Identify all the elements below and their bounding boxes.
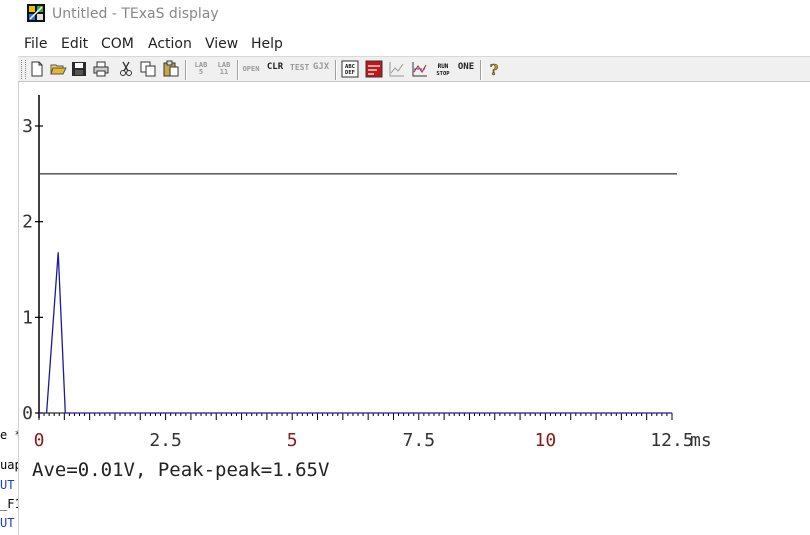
left-pane-text: uap bbox=[0, 458, 18, 472]
menu-help[interactable]: Help bbox=[251, 36, 283, 52]
x-tick-label: 12.5 bbox=[650, 430, 693, 451]
paste-icon[interactable] bbox=[162, 60, 180, 78]
toolbar-separator bbox=[237, 60, 239, 80]
y-tick-label: 1 bbox=[22, 307, 33, 328]
y-tick-label: 3 bbox=[22, 116, 33, 137]
y-tick-label: 0 bbox=[22, 403, 33, 424]
x-tick-label: 5 bbox=[287, 430, 298, 451]
copy-icon[interactable] bbox=[139, 60, 157, 78]
y-tick-label: 2 bbox=[22, 212, 33, 233]
open-icon[interactable] bbox=[49, 60, 67, 78]
x-tick-label: 7.5 bbox=[403, 430, 436, 451]
lab11-icon[interactable]: LAB 11 bbox=[217, 61, 231, 76]
menu-edit[interactable]: Edit bbox=[61, 36, 89, 52]
toolbar-grip[interactable] bbox=[21, 60, 26, 79]
svg-text:STOP: STOP bbox=[436, 71, 450, 77]
graph-icon[interactable] bbox=[411, 60, 429, 78]
help-icon[interactable]: ? bbox=[485, 60, 503, 78]
toolbar-separator bbox=[480, 60, 482, 80]
clr-icon[interactable]: CLR bbox=[266, 62, 284, 72]
left-pane-text: _F1 bbox=[0, 497, 18, 511]
x-tick-label: 2.5 bbox=[149, 430, 182, 451]
toolbar: LAB 5 LAB 11 OPEN CLR TEST GJX ABC DEF RUN… bbox=[18, 56, 810, 82]
left-side-pane: e * uap UT _F1 UT bbox=[0, 82, 19, 535]
left-pane-text: UT bbox=[0, 478, 15, 492]
x-tick-label: 0 bbox=[34, 430, 45, 451]
print-icon[interactable] bbox=[92, 60, 110, 78]
x-tick-label: 10 bbox=[535, 430, 557, 451]
menu-action[interactable]: Action bbox=[148, 36, 192, 52]
menu-bar: File Edit COM Action View Help bbox=[18, 33, 810, 55]
left-pane-text: UT bbox=[0, 516, 15, 530]
oscilloscope-plot: 0 2.5 5 7.5 10 12.5ms 0 1 2 3 bbox=[22, 95, 712, 451]
new-icon[interactable] bbox=[28, 60, 46, 78]
menu-view[interactable]: View bbox=[205, 36, 239, 52]
signal-trace bbox=[39, 252, 672, 414]
gjx-icon[interactable]: GJX bbox=[312, 62, 330, 72]
window-title: Untitled - TExaS display bbox=[52, 6, 219, 22]
menu-file[interactable]: File bbox=[24, 36, 48, 52]
toolbar-separator bbox=[335, 60, 337, 80]
run-stop-icon[interactable]: RUN STOP bbox=[434, 60, 452, 78]
toolbar-separator bbox=[185, 60, 187, 80]
svg-text:ABC: ABC bbox=[345, 64, 355, 70]
save-icon[interactable] bbox=[70, 60, 88, 78]
line-chart-icon[interactable] bbox=[388, 60, 406, 78]
test-icon[interactable]: TEST bbox=[290, 63, 310, 72]
one-icon[interactable]: ONE bbox=[457, 62, 475, 72]
lab5-icon[interactable]: LAB 5 bbox=[194, 61, 208, 76]
measurement-readout: Ave=0.01V, Peak-peak=1.65V bbox=[32, 459, 330, 481]
left-pane-text: e * bbox=[0, 428, 18, 442]
menu-com[interactable]: COM bbox=[101, 36, 134, 52]
svg-text:DEF: DEF bbox=[345, 70, 355, 76]
title-bar: Untitled - TExaS display bbox=[0, 0, 810, 30]
texas-app-icon bbox=[27, 4, 45, 22]
svg-text:?: ? bbox=[490, 61, 499, 78]
svg-text:RUN: RUN bbox=[438, 63, 449, 70]
x-unit-label: ms bbox=[690, 430, 712, 451]
cut-icon[interactable] bbox=[117, 60, 135, 78]
logo-red-icon[interactable] bbox=[365, 60, 383, 78]
open-scope-icon[interactable]: OPEN bbox=[242, 65, 260, 73]
abc-def-icon[interactable]: ABC DEF bbox=[341, 60, 359, 78]
